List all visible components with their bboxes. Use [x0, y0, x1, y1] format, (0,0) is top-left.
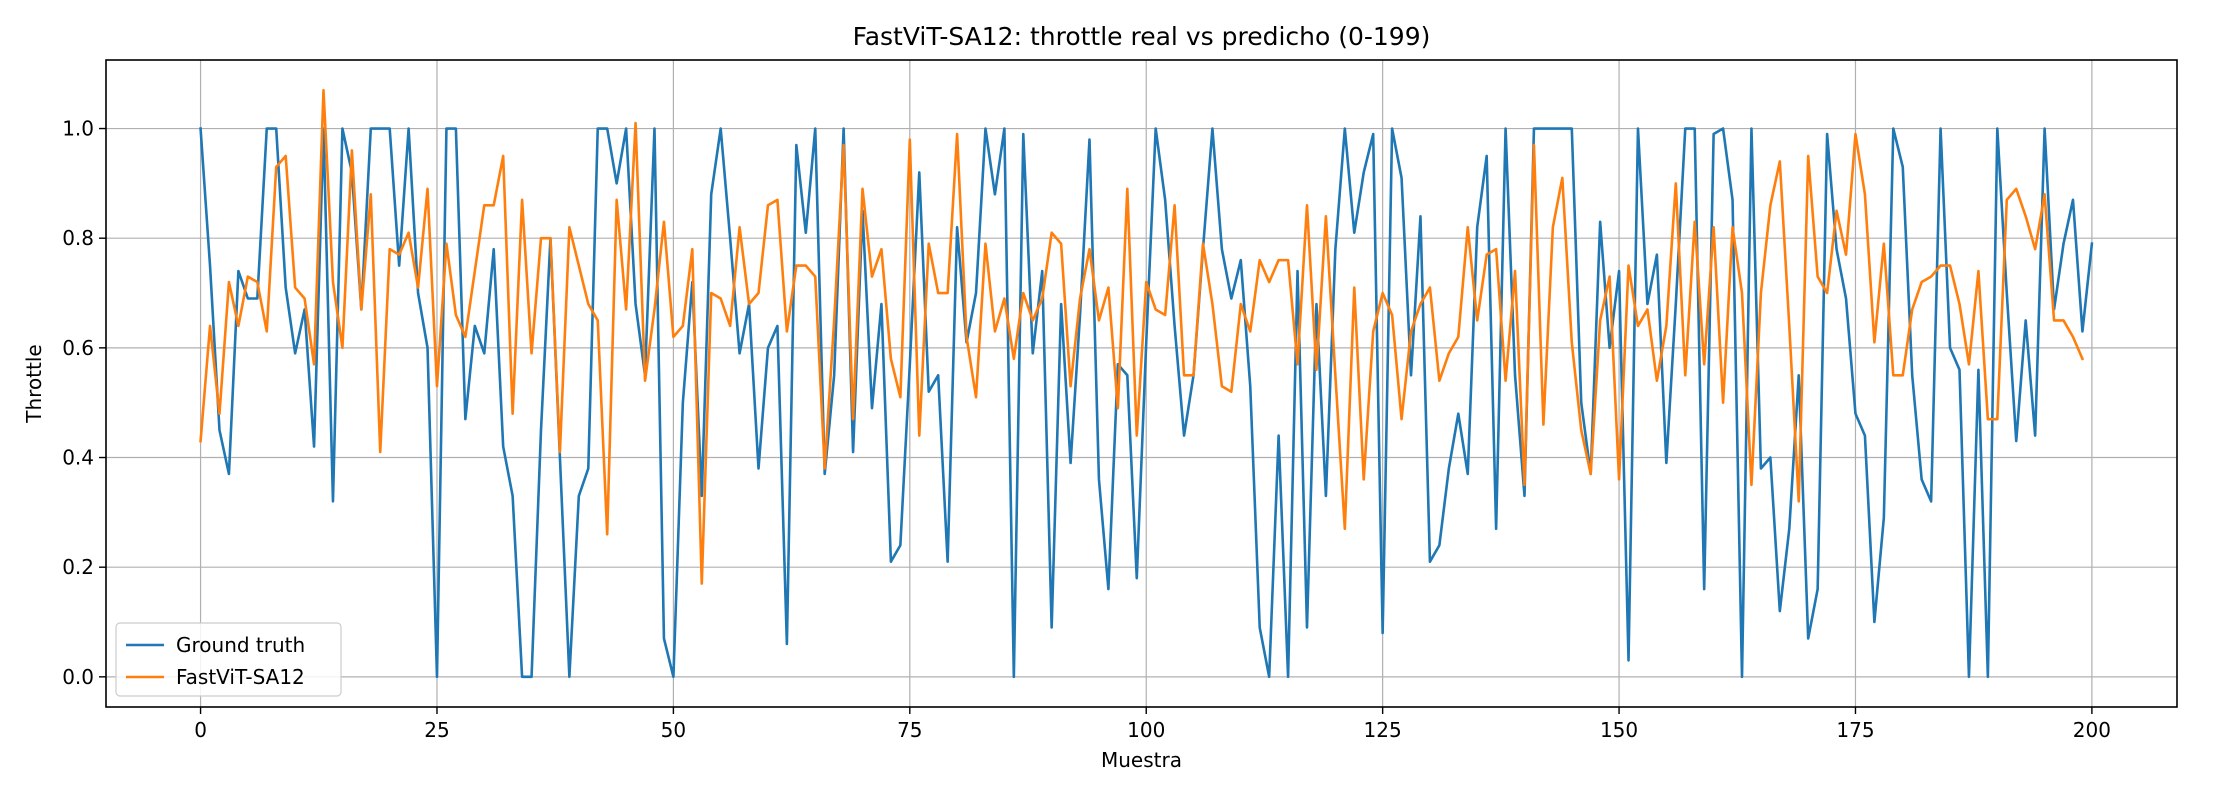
grid-lines	[106, 60, 2177, 707]
legend-label: Ground truth	[176, 633, 305, 657]
x-tick-label: 150	[1600, 718, 1638, 742]
x-tick-label: 125	[1364, 718, 1402, 742]
series-line-fastvit-sa12	[199, 88, 2085, 585]
x-axis-label: Muestra	[1101, 748, 1182, 772]
x-tick-label: 75	[897, 718, 922, 742]
y-tick-label: 1.0	[62, 117, 94, 141]
series-line-ground-truth	[199, 127, 2094, 679]
y-tick-label: 0.0	[62, 665, 94, 689]
y-tick-label: 0.4	[62, 446, 94, 470]
x-tick-label: 0	[194, 718, 207, 742]
x-tick-label: 50	[661, 718, 686, 742]
x-tick-label: 25	[424, 718, 449, 742]
x-tick-label: 200	[2073, 718, 2111, 742]
ticks: 0 25 50 75 100 125 150 175 200 0.0 0.2 0.4 0.6 0.8 1.0	[62, 117, 2111, 742]
x-tick-label: 175	[1836, 718, 1874, 742]
y-tick-label: 0.6	[62, 336, 94, 360]
legend: Ground truth FastViT-SA12	[115, 622, 342, 697]
series-group	[199, 88, 2094, 679]
legend-box	[115, 622, 342, 697]
x-tick-label: 100	[1127, 718, 1165, 742]
plot-frame	[105, 59, 2178, 708]
legend-label: FastViT-SA12	[176, 665, 305, 689]
chart-title: FastViT-SA12: throttle real vs predicho …	[853, 22, 1431, 51]
y-axis-label: Throttle	[22, 344, 46, 423]
y-tick-label: 0.8	[62, 226, 94, 250]
y-tick-label: 0.2	[62, 555, 94, 579]
